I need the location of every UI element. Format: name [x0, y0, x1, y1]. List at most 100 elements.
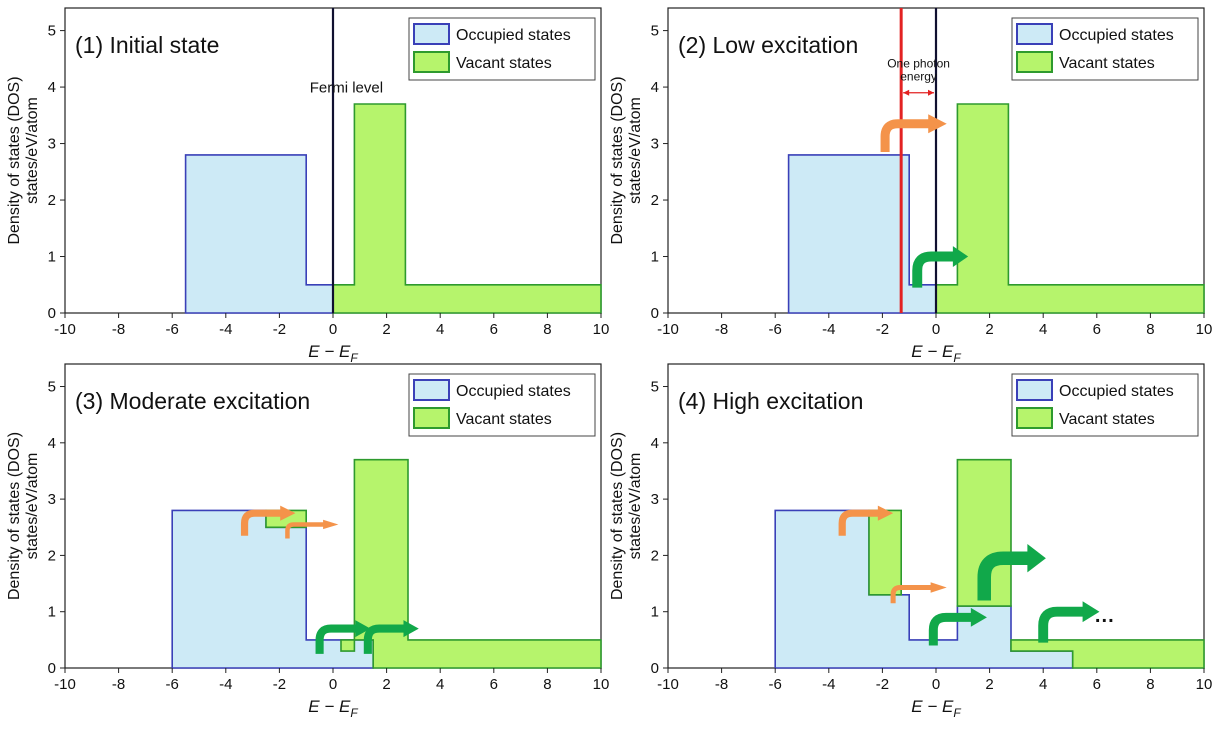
fermi-level-label: Fermi level: [310, 80, 383, 97]
vacant-states-area-1: [935, 103, 1205, 314]
x-tick-label: 6: [1093, 676, 1101, 693]
vacant-states-area-1: [332, 103, 602, 314]
y-tick-label: 2: [48, 547, 56, 564]
photon-energy-label-2: energy: [900, 69, 937, 83]
y-axis-label-line2: states/eV/atom: [24, 453, 41, 560]
x-tick-label: -4: [219, 676, 232, 693]
x-axis-label: E − EF: [911, 342, 961, 365]
y-tick-label: 0: [48, 660, 56, 677]
y-tick-label: 5: [651, 379, 659, 396]
transition-arrow-2-stem: [928, 612, 972, 646]
x-tick-label: 0: [329, 321, 337, 338]
y-tick-label: 0: [651, 305, 659, 322]
y-tick-label: 3: [651, 136, 659, 153]
x-tick-label: 4: [436, 676, 444, 693]
panel-title: (3) Moderate excitation: [75, 388, 310, 414]
x-tick-label: -10: [54, 676, 76, 693]
x-tick-label: -8: [715, 676, 728, 693]
legend-swatch-vacant: [413, 51, 450, 73]
x-axis-label-main: E − E: [911, 697, 954, 716]
x-tick-label: 10: [593, 321, 610, 338]
legend-swatch-occupied: [413, 23, 450, 45]
transition-arrow-1-stem: [912, 251, 954, 288]
x-tick-label: 2: [985, 321, 993, 338]
y-tick-label: 5: [48, 379, 56, 396]
panel-high-excitation: ··· -10 -8 -6 -4 -2 0 2 4 6 8 10 0 1 2 3 4 5 E − EF Density…: [609, 363, 1212, 720]
y-tick-label: 2: [48, 192, 56, 209]
y-tick-label: 1: [48, 249, 56, 266]
y-axis-label-line2: states/eV/atom: [24, 97, 41, 204]
y-tick-label: 1: [651, 604, 659, 621]
y-tick-label: 1: [651, 249, 659, 266]
vacant-states-area-2: [340, 458, 602, 669]
transition-arrow-2-head: [970, 607, 987, 627]
x-tick-label: -8: [715, 321, 728, 338]
legend-label-vacant: Vacant states: [1059, 55, 1155, 72]
x-axis-label: E − EF: [308, 342, 358, 365]
x-tick-label: 0: [932, 676, 940, 693]
photon-span-head-left: [903, 89, 910, 96]
y-axis-label-line1: Density of states (DOS): [609, 76, 626, 244]
photon-span-head-right: [928, 89, 934, 96]
transition-arrow-2-head: [355, 620, 371, 638]
transition-arrow-1-head: [952, 246, 969, 267]
x-axis-label: E − EF: [911, 697, 961, 720]
legend-label-vacant: Vacant states: [456, 55, 552, 72]
x-tick-label: -2: [876, 321, 889, 338]
x-tick-label: 2: [985, 676, 993, 693]
y-tick-label: 4: [651, 79, 659, 96]
legend-swatch-vacant: [1016, 407, 1053, 429]
legend-label-occupied: Occupied states: [1059, 27, 1174, 44]
x-tick-label: -2: [273, 321, 286, 338]
x-axis-label-main: E − E: [308, 697, 351, 716]
transition-arrow-1-head: [930, 582, 947, 593]
y-tick-label: 3: [48, 491, 56, 508]
x-tick-label: 6: [1093, 321, 1101, 338]
x-axis-label-main: E − E: [308, 342, 351, 361]
x-tick-label: -2: [273, 676, 286, 693]
legend-swatch-occupied: [1016, 23, 1053, 45]
transition-arrow-3-stem: [977, 551, 1029, 601]
x-tick-label: 8: [543, 321, 551, 338]
y-axis-label-line1: Density of states (DOS): [6, 432, 23, 600]
x-tick-label: 4: [436, 321, 444, 338]
continuation-ellipsis: ···: [1095, 610, 1115, 632]
panel-initial-state: Fermi level -10 -8 -6 -4 -2 0 2 4 6 8 10 0 1 2 3 4 5 E − E…: [6, 7, 610, 365]
y-tick-label: 5: [651, 23, 659, 40]
y-tick-label: 4: [651, 435, 659, 452]
x-tick-label: 6: [490, 321, 498, 338]
transition-arrow-1-stem: [890, 584, 932, 604]
x-axis-label-main: E − E: [911, 342, 954, 361]
x-tick-label: 10: [593, 676, 610, 693]
x-tick-label: 8: [1146, 676, 1154, 693]
y-tick-label: 2: [651, 192, 659, 209]
transition-arrow-0-stem: [240, 509, 282, 536]
x-tick-label: -4: [822, 676, 835, 693]
y-tick-label: 1: [48, 604, 56, 621]
x-tick-label: -6: [769, 676, 782, 693]
x-tick-label: 2: [382, 676, 390, 693]
transition-arrow-1-stem: [285, 522, 325, 539]
x-tick-label: 4: [1039, 321, 1047, 338]
y-tick-label: 0: [48, 305, 56, 322]
x-tick-label: 2: [382, 321, 390, 338]
transition-arrow-3-head: [403, 620, 419, 638]
legend-label-occupied: Occupied states: [456, 383, 571, 400]
x-tick-label: 10: [1196, 321, 1213, 338]
x-tick-label: 0: [932, 321, 940, 338]
y-axis-label-line2: states/eV/atom: [627, 97, 644, 204]
x-axis-label-sub: F: [350, 706, 358, 720]
transition-arrow-0-head: [877, 505, 894, 521]
transition-arrow-1-head: [323, 519, 339, 530]
x-tick-label: -4: [822, 321, 835, 338]
transition-arrow-0-head: [280, 505, 296, 521]
panel-title: (4) High excitation: [678, 388, 863, 414]
transition-arrow-0-stem: [880, 119, 930, 153]
legend-label-vacant: Vacant states: [456, 411, 552, 428]
x-tick-label: -6: [166, 321, 179, 338]
x-axis-label: E − EF: [308, 697, 358, 720]
x-tick-label: -10: [54, 321, 76, 338]
x-axis-label-sub: F: [350, 351, 358, 365]
x-tick-label: 6: [490, 676, 498, 693]
